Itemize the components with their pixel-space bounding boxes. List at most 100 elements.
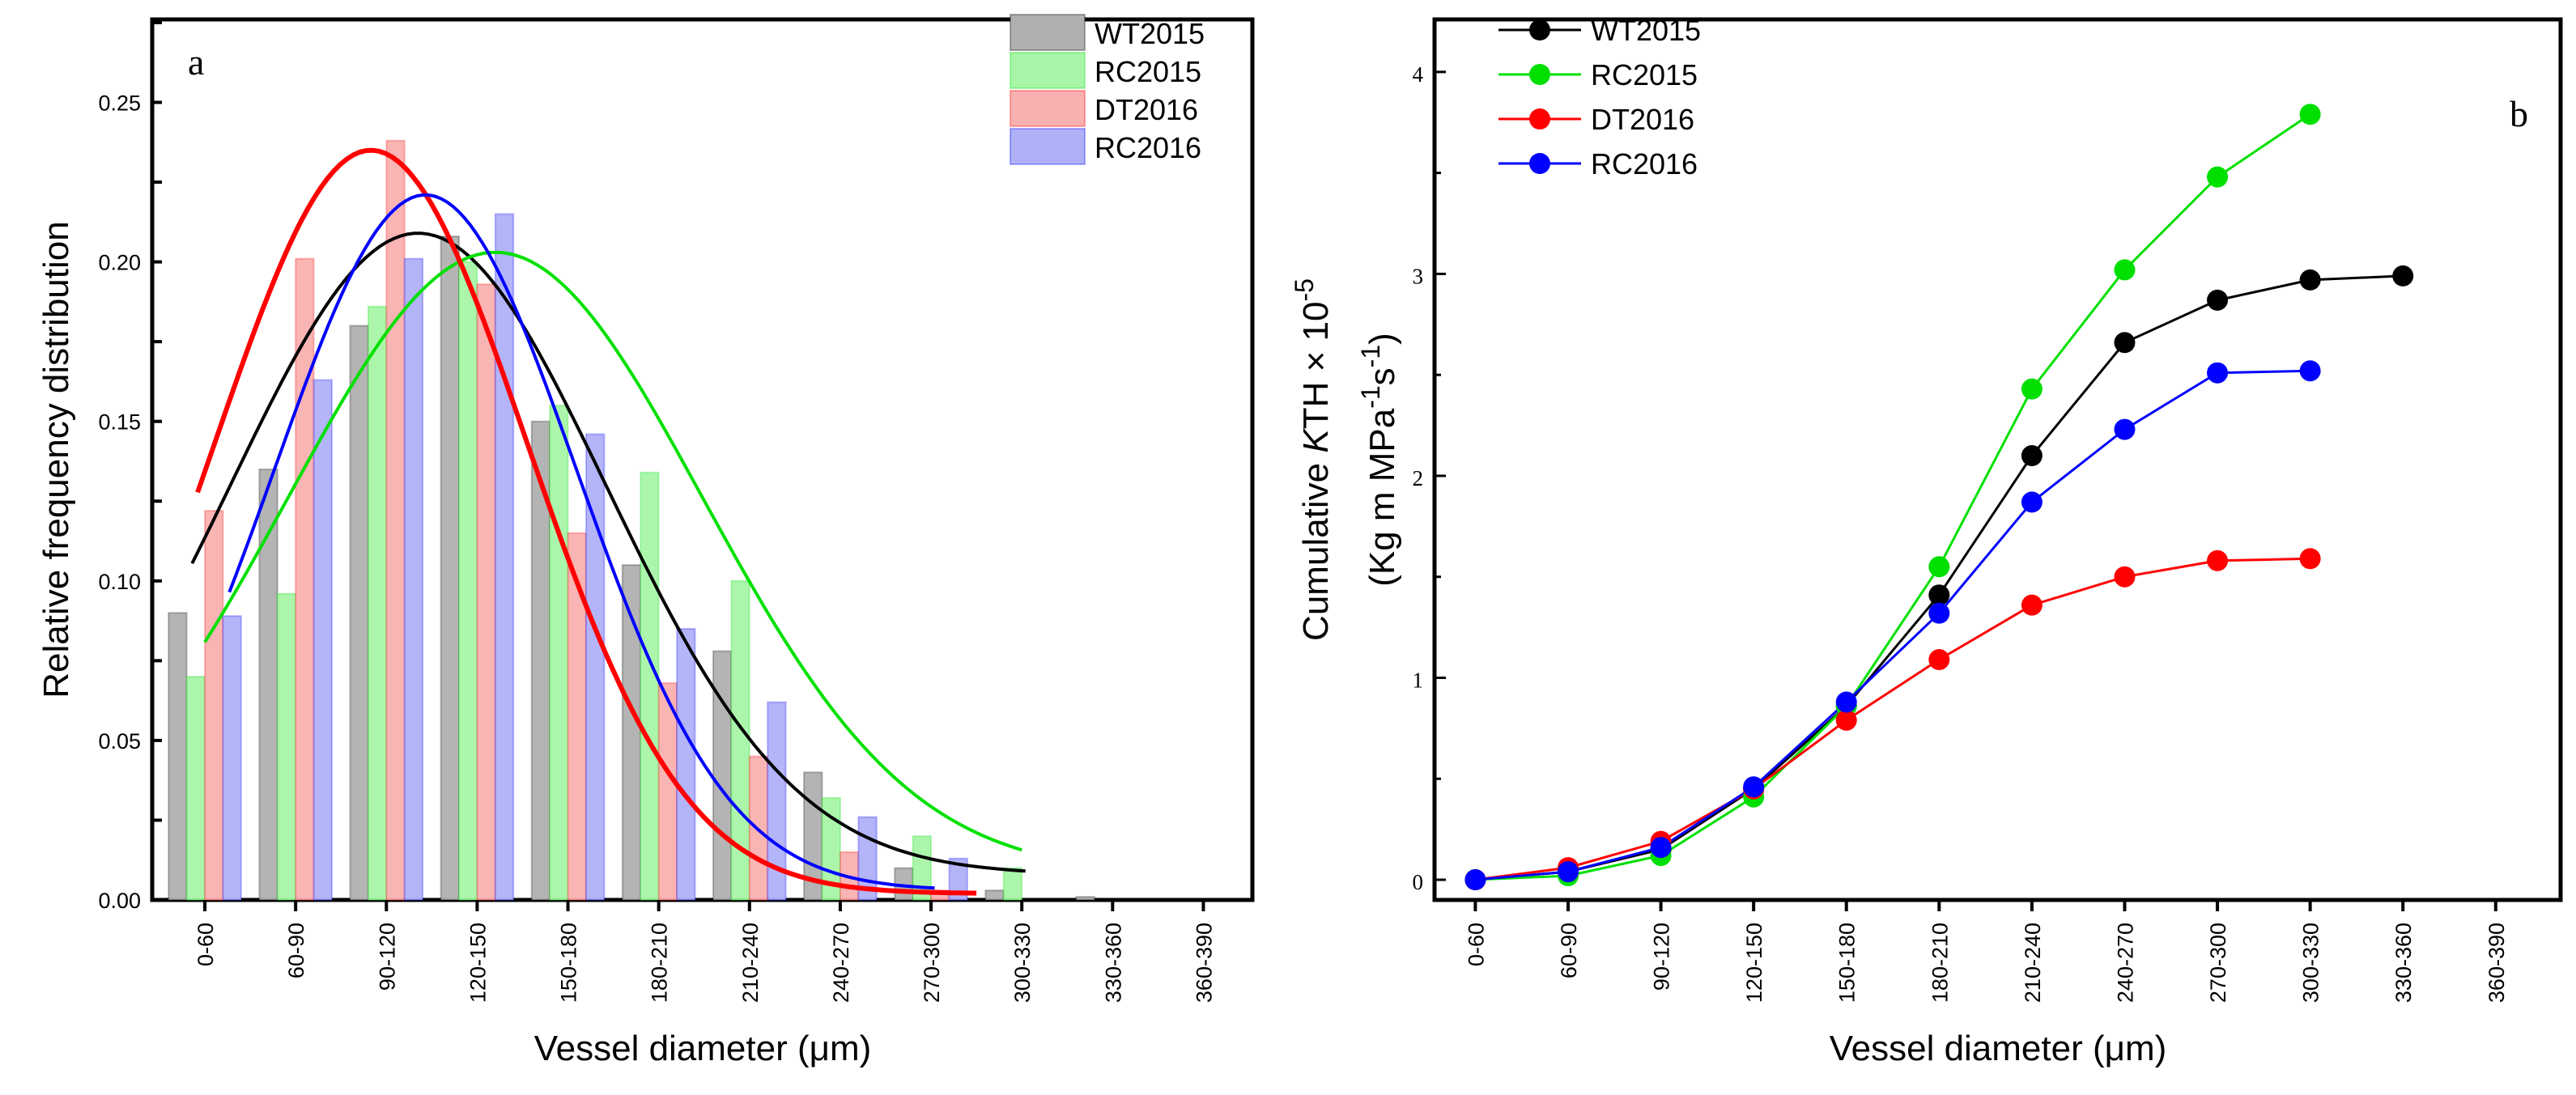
panel-a-histogram: a 0.00 0.05 0.10 0.15 0.20 0.25 0-60 60-90 90-12…: [36, 14, 1255, 1068]
line-wt2015: [1475, 274, 2404, 881]
y-tick-label: 0.15: [98, 410, 141, 435]
bar-rc2015-300-330: [1002, 867, 1023, 901]
x-tick-label: 270-300: [920, 923, 944, 1003]
point-rc2016-150-180: [1835, 691, 1857, 713]
x-tick-label: 60-90: [284, 923, 308, 978]
bar-rc2015-270-300: [912, 835, 933, 901]
bar-rc2015-120-150: [457, 261, 478, 902]
legend-label-wt2015: WT2015: [1095, 17, 1205, 50]
point-rc2016-90-120: [1650, 837, 1672, 859]
x-tick-label: 150-180: [557, 923, 581, 1003]
point-wt2015-270-300: [2207, 289, 2229, 311]
bar-wt2015-0-60: [168, 612, 188, 902]
x-tick-label: 210-240: [2021, 923, 2045, 1003]
x-tick-label: 0-60: [193, 923, 218, 966]
legend-swatch-wt2015: [1010, 14, 1086, 51]
x-tick-label: 270-300: [2206, 923, 2230, 1003]
bar-rc2016-270-300: [948, 857, 968, 902]
x-tick-label: 330-360: [2391, 923, 2416, 1003]
bar-wt2015-120-150: [440, 236, 460, 901]
point-rc2015-210-240: [2021, 378, 2043, 400]
x-tick-label: 60-90: [1557, 923, 1581, 978]
legend-swatch-rc2015: [1010, 52, 1086, 89]
bar-rc2015-60-90: [276, 592, 297, 902]
point-rc2016-240-270: [2114, 418, 2136, 440]
bar-wt2015-90-120: [349, 325, 369, 902]
panel-b-cumulative: b 0 1 2 3 4 0-60 60-90 90-120 120-150 150-180 180-…: [1290, 14, 2563, 1068]
point-rc2016-60-90: [1557, 861, 1579, 883]
bar-wt2015-300-330: [984, 889, 1005, 902]
x-tick-label: 120-150: [465, 923, 490, 1003]
x-tick-label: 210-240: [738, 923, 763, 1003]
bar-rc2015-0-60: [185, 676, 206, 901]
x-tick-label: 360-390: [2485, 923, 2509, 1003]
bar-rc2016-210-240: [767, 701, 787, 901]
fit-curve-rc2015: [203, 250, 1022, 852]
point-wt2015-300-330: [2299, 269, 2321, 291]
point-rc2015-180-210: [1928, 556, 1950, 578]
point-wt2015-330-360: [2392, 265, 2414, 286]
line-dt2016: [1475, 557, 2310, 881]
legend-swatch-rc2016: [1010, 128, 1086, 165]
legend-swatch-dt2016: [1010, 90, 1086, 127]
point-dt2016-210-240: [2021, 594, 2043, 616]
x-tick-label: 360-390: [1192, 923, 1216, 1003]
legend-marker-rc2016: [1529, 153, 1550, 174]
fit-curve-wt2015: [190, 231, 1026, 873]
legend-marker-rc2015: [1529, 64, 1550, 85]
y-tick-label: 0.20: [98, 251, 141, 275]
x-tick-label: 300-330: [1010, 923, 1035, 1003]
point-dt2016-180-210: [1928, 649, 1950, 671]
legend-label-dt2016: DT2016: [1095, 93, 1198, 126]
y-tick-label: 0: [1413, 870, 1424, 894]
legend-label-rc2016: RC2016: [1095, 131, 1201, 164]
bar-rc2015-180-210: [640, 471, 660, 901]
bar-rc2015-90-120: [367, 305, 388, 902]
legend-marker-wt2015: [1529, 19, 1550, 40]
fit-curve-rc2016: [227, 193, 935, 890]
bar-dt2016-120-150: [476, 283, 496, 901]
point-rc2016-180-210: [1928, 602, 1950, 624]
x-tick-label: 300-330: [2299, 923, 2323, 1003]
panel-b-y-axis-title-line2: (Kg m MPa-1s-1): [1356, 333, 1402, 587]
y-tick-label: 2: [1413, 466, 1424, 490]
bar-wt2015-150-180: [530, 420, 551, 901]
bar-wt2015-210-240: [712, 650, 733, 901]
x-tick-label: 90-120: [1650, 923, 1674, 991]
bar-dt2016-60-90: [295, 257, 315, 901]
x-tick-label: 180-210: [648, 923, 672, 1003]
bar-rc2016-150-180: [584, 433, 606, 901]
y-tick-label: 3: [1413, 264, 1424, 288]
bar-wt2015-330-360: [1075, 896, 1095, 902]
bar-rc2016-90-120: [403, 257, 424, 901]
point-rc2015-300-330: [2299, 104, 2321, 125]
legend-label-dt2016: DT2016: [1591, 103, 1694, 136]
x-tick-label: 240-270: [829, 923, 853, 1003]
point-wt2015-240-270: [2114, 332, 2136, 354]
y-tick-label: 0.10: [98, 570, 141, 594]
x-tick-label: 330-360: [1101, 923, 1125, 1003]
point-wt2015-210-240: [2021, 445, 2043, 467]
panel-a-label: a: [188, 41, 204, 83]
bar-dt2016-0-60: [204, 510, 224, 901]
point-rc2015-240-270: [2114, 259, 2136, 281]
point-rc2015-270-300: [2207, 166, 2229, 188]
panel-a-x-axis-title: Vessel diameter (μm): [534, 1029, 872, 1068]
y-tick-label: 0.05: [98, 729, 141, 753]
y-tick-label: 0.00: [98, 889, 141, 913]
x-tick-label: 240-270: [2113, 923, 2137, 1003]
panel-a-plot-frame: [150, 17, 1255, 902]
x-tick-label: 120-150: [1742, 923, 1766, 1003]
line-rc2016: [1475, 369, 2310, 881]
legend-label-rc2016: RC2016: [1591, 147, 1698, 180]
bar-dt2016-90-120: [385, 139, 406, 901]
panel-b-plot-frame: [1432, 17, 2563, 902]
legend-label-wt2015: WT2015: [1591, 14, 1701, 47]
bar-rc2016-180-210: [676, 627, 696, 901]
panel-b-x-axis-title: Vessel diameter (μm): [1830, 1029, 2167, 1068]
fit-curve-dt2016: [195, 147, 977, 896]
y-tick-label: 0.25: [98, 91, 141, 115]
bar-rc2016-0-60: [222, 615, 242, 901]
y-tick-label: 1: [1413, 668, 1424, 693]
